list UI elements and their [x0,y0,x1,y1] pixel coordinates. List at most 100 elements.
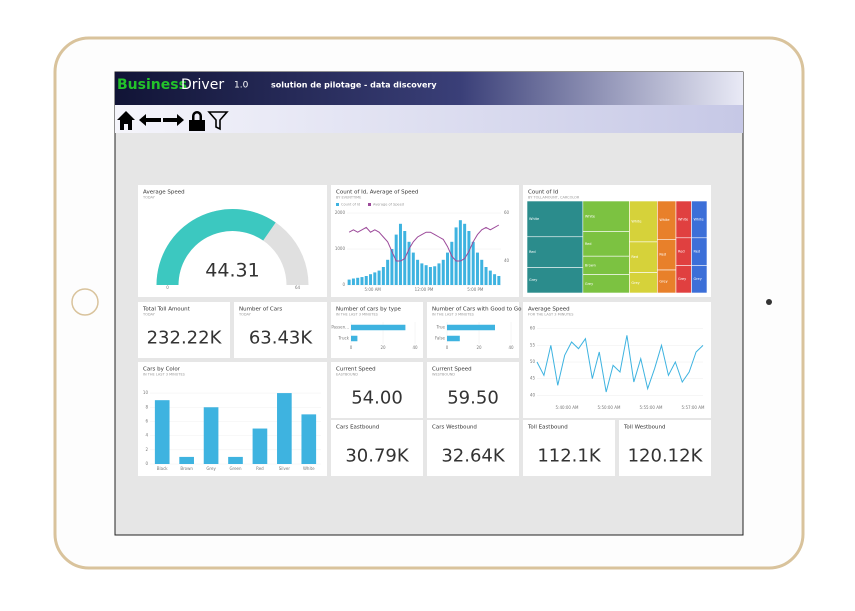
treemap-cell [526,267,584,294]
bar [228,456,243,464]
bar [441,259,445,285]
bar [447,335,460,342]
tile-subtitle: IN THE LAST 3 MINUTES [143,373,186,377]
tile-title: Toll Westbound [623,425,665,431]
x-tick-label: 5:40:00 AM [556,405,579,410]
category-label: True [436,325,446,330]
bar [488,270,492,285]
bar [458,220,462,285]
version: 1.0 [234,81,249,91]
legend-label: Count of Id [341,203,360,207]
bar [428,267,432,285]
y-tick-label: 1000 [335,246,346,251]
bar [369,274,373,285]
card-value: 30.79K [345,445,410,466]
legend-label: Average of Speed [373,203,404,207]
tile-title: Current Speed [432,367,472,373]
y2-tick-label: 60 [504,210,510,215]
y-tick-label: 50 [530,359,536,364]
treemap-cell [629,200,658,243]
y-tick-label: 60 [530,326,536,331]
tile-title: Cars Westbound [432,425,477,431]
bar [301,414,317,464]
tile-card: Cars Eastbound 30.79K [331,420,423,476]
forward-icon[interactable] [163,114,184,126]
bar [446,252,450,285]
bar [381,267,385,285]
line [348,224,500,262]
y-tick-label: 8 [145,404,148,409]
bar [484,267,488,285]
brand-2: Driver [181,77,224,93]
treemap-label: Red [693,250,700,254]
treemap-label: White [659,218,669,222]
tile [427,420,519,476]
treemap-label: Brown [585,263,596,267]
treemap-label: Grey [659,280,667,284]
bar [424,265,428,285]
x-tick-label: 5:00 PM [467,287,484,292]
bar [407,241,411,285]
category-label: False [435,336,446,341]
bar [493,274,497,285]
tile [138,302,230,358]
home-button[interactable] [71,288,99,316]
y-tick-label: 2000 [335,210,346,215]
bar [386,259,390,285]
bar [356,277,360,285]
tile-title: Number of Cars with Good to Go [432,307,522,313]
tile-title: Toll Eastbound [527,425,568,431]
tile [427,362,519,418]
bar [463,223,467,285]
bar [416,259,420,285]
legend-swatch [368,203,371,206]
bar [454,227,458,285]
bar [351,278,355,285]
tile-card: Toll Eastbound 112.1K [523,420,615,476]
tile-subtitle: TODAY [238,313,252,317]
treemap-label: Grey [631,281,639,285]
bar [277,393,292,464]
tile-subtitle: WESTBOUND [432,373,455,377]
category-label: Truck [337,336,349,341]
tile-title: Count of Id, Average of Speed [336,190,418,196]
tile [619,420,711,476]
bar [373,272,377,285]
tile [331,362,423,418]
card-value: 59.50 [447,387,499,408]
bar [475,252,479,285]
toolbar [115,105,743,133]
back-icon[interactable] [139,114,161,126]
tile [234,302,327,358]
x-tick-label: Grey [206,466,216,471]
y-tick-label: 45 [530,376,536,381]
lock-icon[interactable] [189,111,205,131]
x-tick-label: Green [229,466,242,471]
y-tick-label: 4 [145,433,148,438]
treemap-label: White [529,217,539,221]
bar [347,279,351,285]
tile-subtitle: FOR THE LAST 3 MINUTES [528,313,574,317]
x-tick-label: 40 [412,345,418,350]
treemap-label: Red [678,250,685,254]
home-icon[interactable] [117,111,135,130]
x-tick-label: 20 [476,345,482,350]
x-tick-label: Black [157,466,169,471]
gauge-max: 64 [295,285,301,290]
x-tick-label: 20 [380,345,386,350]
bar [360,277,364,285]
tile-subtitle: TODAY [142,313,156,317]
line [536,335,704,393]
tile-title: Total Toll Amount [142,307,191,313]
x-tick-label: Brown [180,466,193,471]
filter-icon[interactable] [207,111,229,131]
card-value: 112.1K [537,445,602,466]
